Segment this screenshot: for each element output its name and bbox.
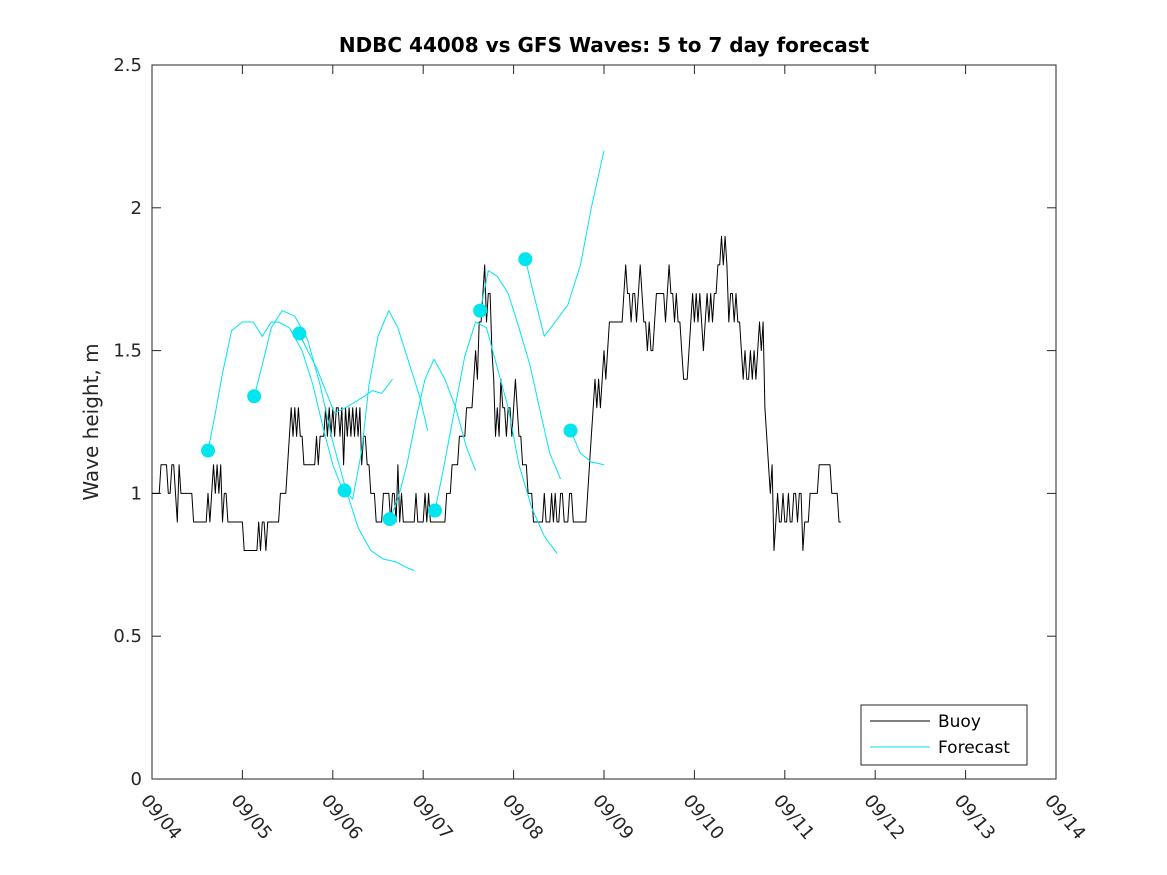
legend-label-buoy: Buoy	[938, 712, 981, 732]
y-tick-label: 1.5	[113, 341, 142, 362]
y-axis-label: Wave height, m	[79, 343, 103, 500]
forecast-start-marker-8	[518, 252, 533, 267]
y-tick-label: 2	[131, 198, 142, 219]
series-layer	[152, 150, 841, 571]
forecast-start-marker-9	[563, 423, 578, 438]
forecast-start-marker-3	[292, 326, 307, 341]
forecast-line-1	[207, 321, 343, 488]
forecast-line-9	[570, 430, 605, 466]
forecast-start-marker-5	[382, 512, 397, 527]
forecast-line-4	[344, 310, 429, 500]
forecast-start-marker-1	[201, 443, 216, 458]
legend-box	[860, 704, 1028, 766]
y-tick-label: 1	[131, 483, 142, 504]
forecast-start-marker-6	[427, 503, 442, 518]
forecast-start-marker-2	[247, 389, 262, 404]
forecast-line-6	[434, 321, 558, 554]
y-tick-label: 2.5	[113, 55, 142, 76]
buoy-line	[152, 235, 841, 551]
legend: Buoy Forecast	[860, 704, 1028, 766]
forecast-line-3	[298, 333, 393, 414]
forecast-start-marker-7	[473, 303, 488, 318]
forecast-line-2	[253, 310, 415, 571]
plot-area	[151, 64, 1057, 780]
legend-label-forecast: Forecast	[938, 738, 1010, 758]
y-tick-label: 0	[131, 769, 142, 790]
forecast-line-5	[389, 358, 477, 520]
chart-title: NDBC 44008 vs GFS Waves: 5 to 7 day fore…	[339, 33, 870, 57]
forecast-line-7	[479, 270, 562, 480]
forecast-line-8	[524, 150, 605, 337]
y-tick-label: 0.5	[113, 626, 142, 647]
marker-layer	[201, 252, 578, 527]
forecast-start-marker-4	[337, 483, 352, 498]
